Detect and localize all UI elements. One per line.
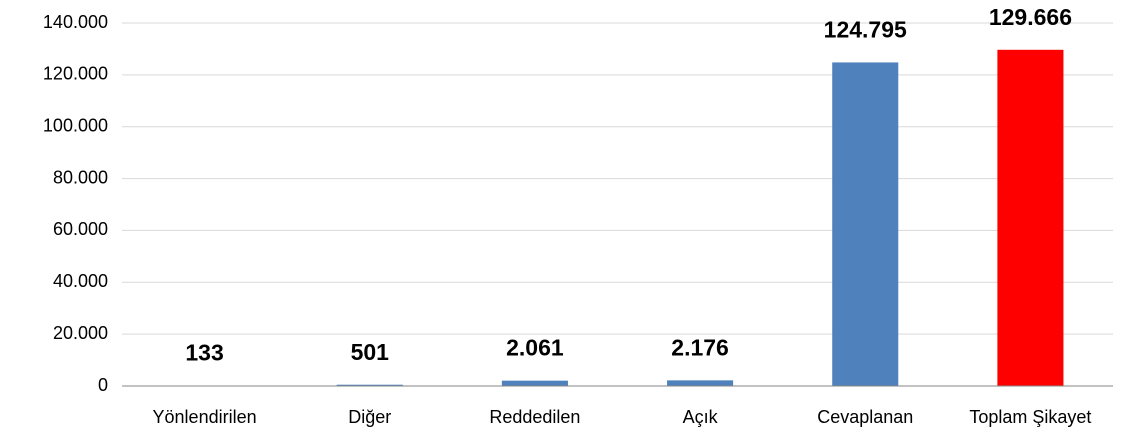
y-tick-label: 20.000 xyxy=(53,323,108,343)
value-label: 129.666 xyxy=(989,4,1072,30)
y-tick-label: 100.000 xyxy=(43,115,108,135)
bar xyxy=(667,380,734,386)
x-tick-label: Diğer xyxy=(348,407,391,427)
y-tick-label: 120.000 xyxy=(43,64,108,84)
value-label: 124.795 xyxy=(824,17,907,43)
x-tick-label: Açık xyxy=(683,407,719,427)
y-tick-label: 0 xyxy=(98,375,108,395)
y-tick-label: 140.000 xyxy=(43,12,108,32)
bar xyxy=(832,62,899,387)
bar xyxy=(501,380,568,386)
bar xyxy=(997,49,1064,386)
y-tick-label: 40.000 xyxy=(53,271,108,291)
value-label: 2.061 xyxy=(506,335,564,361)
x-tick-label: Reddedilen xyxy=(489,407,580,427)
y-tick-label: 60.000 xyxy=(53,219,108,239)
bar xyxy=(336,384,403,386)
x-tick-label: Toplam Şikayet xyxy=(969,407,1091,427)
x-tick-label: Yönlendirilen xyxy=(153,407,257,427)
x-tick-label: Cevaplanan xyxy=(817,407,913,427)
value-label: 2.176 xyxy=(671,334,729,360)
y-tick-label: 80.000 xyxy=(53,167,108,187)
value-label: 501 xyxy=(351,339,390,365)
value-label: 133 xyxy=(185,340,223,366)
